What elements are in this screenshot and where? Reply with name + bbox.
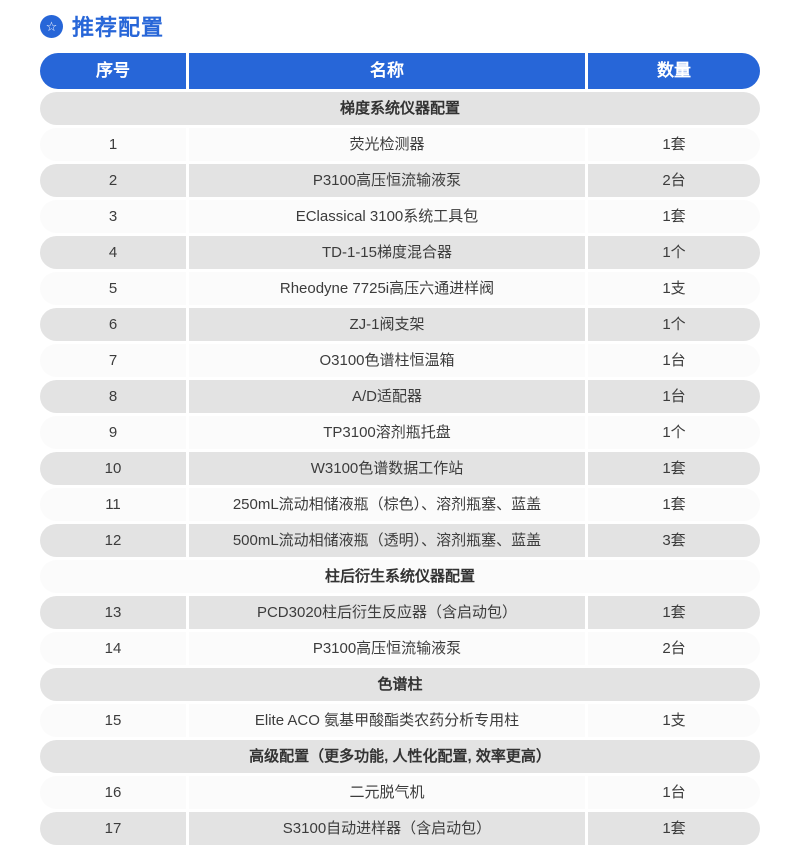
item-quantity: 1个 — [588, 308, 760, 341]
section-header-row: 梯度系统仪器配置 — [40, 92, 760, 125]
column-header-no: 序号 — [40, 53, 186, 89]
row-number: 9 — [40, 416, 186, 449]
item-quantity: 1套 — [588, 488, 760, 521]
item-name: W3100色谱数据工作站 — [189, 452, 585, 485]
table-row: 5 Rheodyne 7725i高压六通进样阀 1支 — [40, 272, 760, 305]
item-quantity: 3套 — [588, 524, 760, 557]
item-quantity: 1套 — [588, 200, 760, 233]
row-number: 6 — [40, 308, 186, 341]
item-name: 250mL流动相储液瓶（棕色）、溶剂瓶塞、蓝盖 — [189, 488, 585, 521]
page-title: 推荐配置 — [72, 15, 165, 40]
table-body: 梯度系统仪器配置 1 荧光检测器 1套 2 P3100高压恒流输液泵 2台 3 EClassic… — [40, 92, 760, 845]
item-quantity: 1台 — [588, 776, 760, 809]
table-row: 1 荧光检测器 1套 — [40, 128, 760, 161]
table-header-row: 序号 名称 数量 — [40, 53, 760, 89]
item-name: 荧光检测器 — [189, 128, 585, 161]
table-row: 17 S3100自动进样器（含启动包） 1套 — [40, 812, 760, 845]
table-row: 8 A/D适配器 1台 — [40, 380, 760, 413]
item-quantity: 2台 — [588, 164, 760, 197]
item-name: O3100色谱柱恒温箱 — [189, 344, 585, 377]
row-number: 4 — [40, 236, 186, 269]
section-header-row: 高级配置（更多功能, 人性化配置, 效率更高） — [40, 740, 760, 773]
section-header-row: 柱后衍生系统仪器配置 — [40, 560, 760, 593]
row-number: 13 — [40, 596, 186, 629]
section-title: 色谱柱 — [40, 668, 760, 701]
row-number: 3 — [40, 200, 186, 233]
column-header-qty: 数量 — [588, 53, 760, 89]
item-name: TD-1-15梯度混合器 — [189, 236, 585, 269]
section-title: 柱后衍生系统仪器配置 — [40, 560, 760, 593]
table-row: 14 P3100高压恒流输液泵 2台 — [40, 632, 760, 665]
item-name: EClassical 3100系统工具包 — [189, 200, 585, 233]
table-row: 9 TP3100溶剂瓶托盘 1个 — [40, 416, 760, 449]
item-name: ZJ-1阀支架 — [189, 308, 585, 341]
section-title-bar: ☆ 推荐配置 — [40, 12, 760, 40]
table-row: 3 EClassical 3100系统工具包 1套 — [40, 200, 760, 233]
item-quantity: 1套 — [588, 596, 760, 629]
item-quantity: 1台 — [588, 380, 760, 413]
item-name: 二元脱气机 — [189, 776, 585, 809]
row-number: 8 — [40, 380, 186, 413]
item-quantity: 1套 — [588, 812, 760, 845]
config-table: 序号 名称 数量 梯度系统仪器配置 1 荧光检测器 1套 2 P3100高压恒流输液泵 2台… — [40, 53, 760, 845]
item-name: PCD3020柱后衍生反应器（含启动包） — [189, 596, 585, 629]
item-quantity: 2台 — [588, 632, 760, 665]
table-row: 11 250mL流动相储液瓶（棕色）、溶剂瓶塞、蓝盖 1套 — [40, 488, 760, 521]
row-number: 2 — [40, 164, 186, 197]
item-quantity: 1套 — [588, 452, 760, 485]
item-quantity: 1支 — [588, 272, 760, 305]
row-number: 11 — [40, 488, 186, 521]
row-number: 14 — [40, 632, 186, 665]
item-name: S3100自动进样器（含启动包） — [189, 812, 585, 845]
section-header-row: 色谱柱 — [40, 668, 760, 701]
star-badge-icon: ☆ — [40, 14, 63, 38]
row-number: 17 — [40, 812, 186, 845]
row-number: 16 — [40, 776, 186, 809]
item-name: P3100高压恒流输液泵 — [189, 164, 585, 197]
row-number: 7 — [40, 344, 186, 377]
row-number: 1 — [40, 128, 186, 161]
item-name: 500mL流动相储液瓶（透明）、溶剂瓶塞、蓝盖 — [189, 524, 585, 557]
row-number: 5 — [40, 272, 186, 305]
table-row: 7 O3100色谱柱恒温箱 1台 — [40, 344, 760, 377]
table-row: 6 ZJ-1阀支架 1个 — [40, 308, 760, 341]
row-number: 15 — [40, 704, 186, 737]
row-number: 12 — [40, 524, 186, 557]
table-row: 16 二元脱气机 1台 — [40, 776, 760, 809]
item-name: P3100高压恒流输液泵 — [189, 632, 585, 665]
item-quantity: 1台 — [588, 344, 760, 377]
column-header-name: 名称 — [189, 53, 585, 89]
item-quantity: 1个 — [588, 236, 760, 269]
row-number: 10 — [40, 452, 186, 485]
table-row: 2 P3100高压恒流输液泵 2台 — [40, 164, 760, 197]
item-name: Rheodyne 7725i高压六通进样阀 — [189, 272, 585, 305]
item-name: Elite ACO 氨基甲酸酯类农药分析专用柱 — [189, 704, 585, 737]
item-quantity: 1套 — [588, 128, 760, 161]
table-row: 12 500mL流动相储液瓶（透明）、溶剂瓶塞、蓝盖 3套 — [40, 524, 760, 557]
item-quantity: 1支 — [588, 704, 760, 737]
section-title: 高级配置（更多功能, 人性化配置, 效率更高） — [40, 740, 760, 773]
table-row: 13 PCD3020柱后衍生反应器（含启动包） 1套 — [40, 596, 760, 629]
table-row: 4 TD-1-15梯度混合器 1个 — [40, 236, 760, 269]
item-quantity: 1个 — [588, 416, 760, 449]
table-row: 15 Elite ACO 氨基甲酸酯类农药分析专用柱 1支 — [40, 704, 760, 737]
table-row: 10 W3100色谱数据工作站 1套 — [40, 452, 760, 485]
item-name: TP3100溶剂瓶托盘 — [189, 416, 585, 449]
item-name: A/D适配器 — [189, 380, 585, 413]
section-title: 梯度系统仪器配置 — [40, 92, 760, 125]
